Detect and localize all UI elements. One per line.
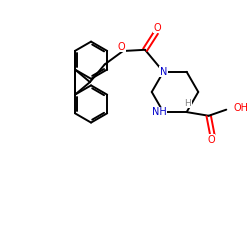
Text: O: O — [207, 135, 215, 145]
Text: N: N — [160, 67, 167, 77]
Text: H: H — [184, 99, 191, 108]
Text: O: O — [118, 42, 126, 51]
Text: OH: OH — [233, 104, 248, 114]
Text: NH: NH — [152, 107, 166, 117]
Text: O: O — [154, 23, 161, 33]
